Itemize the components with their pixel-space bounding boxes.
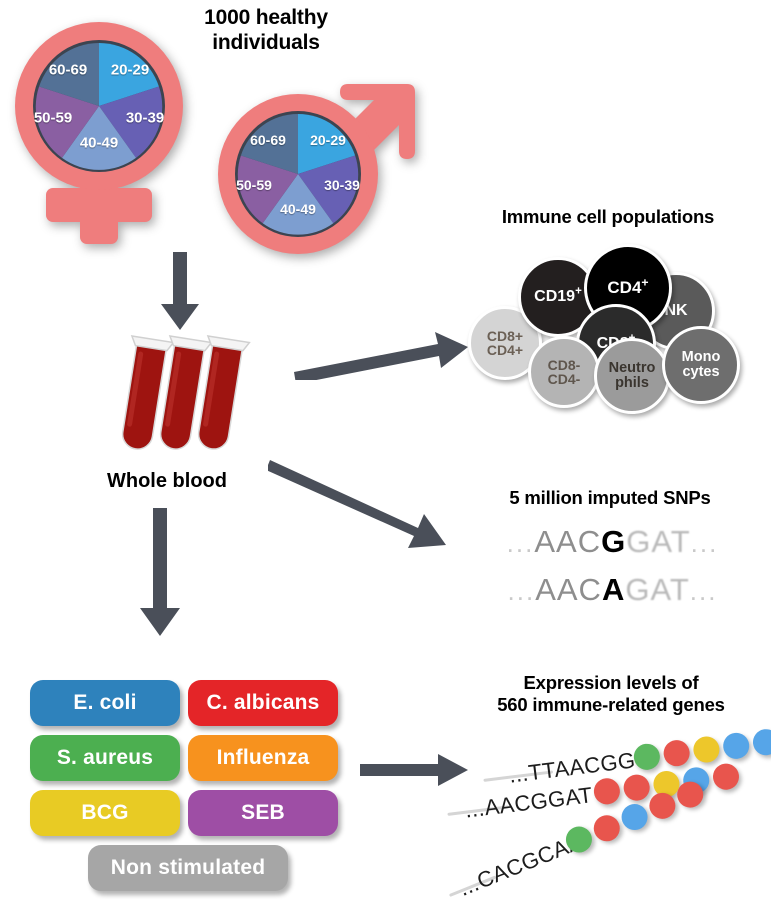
snp-row-2-left: AAC bbox=[535, 572, 602, 607]
cell-cd8n-cd4n-line1: CD8- bbox=[547, 356, 581, 373]
male-symbol-svg bbox=[218, 84, 415, 254]
expression-title-line1: Expression levels of bbox=[523, 672, 699, 693]
stimulus-bcg[interactable]: BCG bbox=[30, 790, 180, 836]
snp-row-2-right: GAT bbox=[625, 572, 690, 607]
arrow-stimuli-to-expression bbox=[360, 752, 470, 788]
dna-strand-1-bead-3 bbox=[691, 735, 721, 764]
male-symbol: 20-29 30-39 40-49 50-59 60-69 bbox=[206, 78, 426, 264]
cell-cd19-sup: + bbox=[575, 285, 582, 298]
dna-strand-2-sequence: ...AACGGAT bbox=[463, 782, 594, 823]
cell-cd8n-cd4n: CD8- CD4- bbox=[528, 336, 600, 408]
snp-row-1-suffix: ... bbox=[690, 528, 719, 558]
arrow-blood-to-stimuli bbox=[130, 508, 190, 640]
snps-title: 5 million imputed SNPs bbox=[509, 487, 711, 508]
cell-monocytes-line2: cytes bbox=[682, 364, 720, 380]
stimuli-panel: E. coli C. albicans S. aureus Influenza … bbox=[30, 680, 340, 895]
dna-strand-2-bead-5 bbox=[711, 762, 741, 792]
cohort-title-line2: individuals bbox=[212, 30, 320, 54]
immune-cell-cluster: CD8+ CD4+ NK CD19+ CD4+ CD8+ CD8- CD4- N… bbox=[466, 244, 766, 414]
stimulus-c-albicans[interactable]: C. albicans bbox=[188, 680, 338, 726]
snp-row-1-prefix: ... bbox=[506, 528, 535, 558]
cell-cd8p-cd4p-line2: CD4+ bbox=[486, 342, 524, 358]
blood-label: Whole blood bbox=[107, 470, 227, 492]
snp-row-1-left: AAC bbox=[534, 524, 602, 559]
dna-strand-2-bead-1 bbox=[592, 776, 622, 806]
stimulus-non-stimulated[interactable]: Non stimulated bbox=[88, 845, 288, 891]
stimulus-seb[interactable]: SEB bbox=[188, 790, 338, 836]
snp-row-2: ...AACAGAT... bbox=[470, 572, 755, 608]
stimulus-s-aureus[interactable]: S. aureus bbox=[30, 735, 180, 781]
cell-cd4-sup: + bbox=[641, 275, 649, 290]
cohort-title-line1: 1000 healthy bbox=[204, 6, 328, 29]
stimulus-influenza[interactable]: Influenza bbox=[188, 735, 338, 781]
female-symbol-svg bbox=[15, 22, 183, 244]
dna-strand-1-sequence: ...TTAACGG bbox=[507, 747, 637, 788]
immune-title: Immune cell populations bbox=[501, 206, 715, 227]
cell-neutrophils-line1: Neutro bbox=[608, 360, 656, 377]
cohort-title: 1000 healthy individuals bbox=[168, 6, 364, 56]
dna-strands: ...TTAACGG ...AACGGAT ...CACGCAA bbox=[440, 727, 771, 920]
cell-neutrophils: Neutro phils bbox=[594, 338, 670, 414]
blood-tubes-svg bbox=[121, 335, 251, 450]
arrow-blood-to-immune bbox=[292, 330, 472, 384]
stimulus-e-coli-label: E. coli bbox=[73, 691, 137, 714]
stimulus-c-albicans-label: C. albicans bbox=[206, 691, 320, 714]
cell-cd8n-cd4n-line2: CD4- bbox=[547, 371, 581, 387]
expression-title: Expression levels of 560 immune-related … bbox=[452, 672, 770, 716]
stimulus-non-stimulated-label: Non stimulated bbox=[110, 856, 266, 879]
dna-strand-1-bead-4 bbox=[721, 731, 751, 761]
male-age-pie bbox=[237, 114, 359, 235]
expression-title-line2: 560 immune-related genes bbox=[497, 693, 725, 715]
cell-cd19-label: CD19 bbox=[534, 287, 576, 305]
dna-strand-1-bead-5 bbox=[751, 727, 771, 757]
female-symbol: 20-29 30-39 40-49 50-59 60-69 bbox=[6, 12, 216, 252]
dna-strand-1-bead-2 bbox=[662, 738, 692, 768]
cell-neutrophils-line2: phils bbox=[615, 375, 649, 391]
arrow-cohort-to-blood bbox=[150, 252, 210, 334]
dna-strand-3-bead-3 bbox=[617, 800, 652, 834]
stimulus-seb-label: SEB bbox=[241, 801, 285, 824]
dna-strand-3-bead-2 bbox=[589, 811, 624, 846]
blood-tubes bbox=[100, 330, 260, 470]
female-age-pie bbox=[35, 43, 163, 170]
snp-row-1-right: GAT bbox=[626, 524, 691, 559]
snp-row-1-variant: G bbox=[601, 524, 627, 559]
snp-row-1: ...AACGGAT... bbox=[470, 524, 755, 560]
stimulus-influenza-label: Influenza bbox=[216, 746, 310, 769]
cell-nk-label: NK bbox=[664, 301, 688, 319]
snp-sequences: ...AACGGAT... ...AACAGAT... bbox=[470, 524, 755, 616]
stimulus-e-coli[interactable]: E. coli bbox=[30, 680, 180, 726]
dna-strand-1-bead-1 bbox=[632, 742, 662, 772]
snp-row-2-variant: A bbox=[601, 572, 626, 607]
cell-monocytes-line1: Mono bbox=[681, 349, 721, 366]
arrow-blood-to-snps bbox=[266, 450, 458, 560]
stimulus-s-aureus-label: S. aureus bbox=[56, 746, 154, 769]
cell-cd4-label: CD4 bbox=[607, 278, 642, 298]
cell-monocytes: Mono cytes bbox=[662, 326, 740, 404]
snp-row-2-prefix: ... bbox=[507, 576, 536, 606]
snp-row-2-suffix: ... bbox=[689, 576, 718, 606]
dna-strand-2-bead-2 bbox=[622, 773, 652, 803]
stimulus-bcg-label: BCG bbox=[81, 801, 129, 824]
cell-cd8p-cd4p-line1: CD8+ bbox=[486, 327, 524, 344]
